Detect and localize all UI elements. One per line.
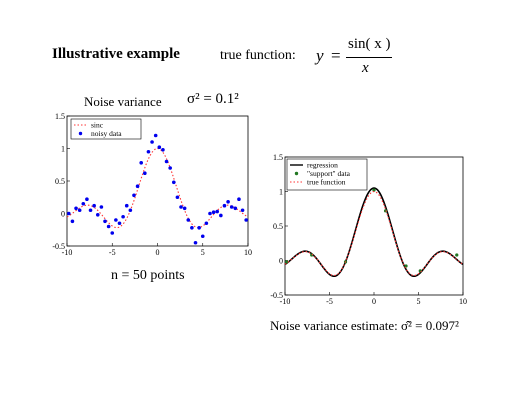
y-tick-label: 1 xyxy=(279,188,283,197)
noisy-data-point xyxy=(153,133,158,138)
noisy-data-point xyxy=(197,226,201,230)
noisy-data-point xyxy=(67,211,71,216)
y-tick-label: 1 xyxy=(61,145,65,154)
noise-variance-label: Noise variance xyxy=(84,94,162,109)
noisy-data-point xyxy=(237,197,241,201)
legend-box xyxy=(70,118,142,140)
noisy-data-point xyxy=(186,218,191,222)
legend-box xyxy=(286,158,368,191)
noisy-data-point xyxy=(146,149,151,154)
formula-denominator: x xyxy=(362,60,369,76)
noisy-data-point xyxy=(222,203,227,208)
legend-true-function-label: true function xyxy=(307,178,346,187)
formula-lhs: y xyxy=(316,46,324,65)
noisy-data-point xyxy=(77,208,82,213)
noisy-data-point xyxy=(204,221,209,226)
x-tick-label: -10 xyxy=(280,297,291,306)
legend-support-data-label: "support" data xyxy=(307,169,351,178)
true-function-formula: y = sin( x ) x xyxy=(316,36,400,80)
noisy-data-point xyxy=(215,209,220,214)
noisy-data-point xyxy=(81,201,86,206)
noisy-data-point xyxy=(92,203,96,208)
noisy-data-point xyxy=(99,205,104,209)
support-data-point xyxy=(285,260,289,264)
formula-equals: = xyxy=(331,46,341,65)
noisy-data-point xyxy=(121,214,125,219)
true-function-line xyxy=(284,190,464,277)
support-data-point xyxy=(455,253,459,257)
noisy-data-point xyxy=(229,205,234,209)
legend-noisy-data-label: noisy data xyxy=(91,129,122,138)
x-tick-label: -5 xyxy=(326,297,333,306)
noisy-data-point xyxy=(179,205,183,209)
noisy-data-point xyxy=(240,208,245,213)
noisy-data-point xyxy=(128,208,133,213)
noisy-data-point xyxy=(161,148,165,152)
noisy-data-point xyxy=(135,184,140,188)
y-tick-label: 0 xyxy=(61,210,65,219)
noisy-data-point xyxy=(164,159,169,164)
x-tick-label: -5 xyxy=(109,248,116,257)
noisy-data-point xyxy=(168,166,172,170)
x-tick-label: 0 xyxy=(372,297,376,306)
noisy-data-point xyxy=(132,193,136,198)
noisy-data-point xyxy=(200,234,205,239)
legend-sinc-label: sinc xyxy=(91,121,104,130)
noisy-data-point xyxy=(114,218,118,222)
noisy-data-point xyxy=(208,211,212,216)
noisy-data-point xyxy=(110,231,115,235)
noisy-data-point xyxy=(171,180,176,185)
noisy-data-point xyxy=(157,145,162,149)
formula-numerator: sin( x ) xyxy=(348,36,391,52)
noisy-data-point xyxy=(193,240,198,245)
noisy-data-point xyxy=(143,171,147,175)
legend-support-data-swatch xyxy=(294,171,299,176)
noisy-data-point xyxy=(226,200,230,204)
noisy-data-point xyxy=(74,206,78,211)
x-tick-label: 5 xyxy=(201,248,205,257)
legend-regression-label: regression xyxy=(307,161,338,170)
y-tick-label: 0.5 xyxy=(55,177,65,186)
noisy-data-point xyxy=(219,213,223,218)
noisy-data-point xyxy=(244,218,248,222)
noisy-data-point xyxy=(190,226,194,230)
y-tick-label: 1.5 xyxy=(55,112,65,121)
noisy-data-point xyxy=(95,213,100,217)
legend-noisy-data-swatch xyxy=(78,131,83,136)
noisy-data-point xyxy=(85,197,89,201)
noisy-data-point xyxy=(139,161,144,165)
noisy-data-point xyxy=(175,195,180,200)
noisy-data-point xyxy=(103,219,107,224)
noise-estimate-label: Noise variance estimate: σ̂² = 0.097² xyxy=(270,318,459,333)
x-tick-label: 10 xyxy=(459,297,467,306)
noisy-data-point xyxy=(233,206,238,211)
x-tick-label: 10 xyxy=(244,248,252,257)
true-function-label: true function: xyxy=(220,48,296,63)
page-title: Illustrative example xyxy=(52,46,180,62)
noisy-data-point xyxy=(150,140,154,144)
noisy-data-point xyxy=(117,221,122,226)
y-tick-label: 1.5 xyxy=(273,153,283,162)
y-tick-label: 0 xyxy=(279,257,283,266)
noisy-data-point xyxy=(124,203,129,208)
x-tick-label: 0 xyxy=(156,248,160,257)
x-tick-label: -10 xyxy=(62,248,73,257)
support-data-point xyxy=(372,188,376,192)
points-count-label: n = 50 points xyxy=(111,268,185,283)
noisy-data-point xyxy=(182,206,187,211)
noisy-data-point xyxy=(88,208,93,213)
y-tick-label: -0.5 xyxy=(270,291,283,300)
y-tick-label: -0.5 xyxy=(52,242,65,251)
noisy-data-point xyxy=(211,210,216,214)
noisy-data-point xyxy=(70,219,75,224)
x-tick-label: 5 xyxy=(417,297,421,306)
regression-line xyxy=(284,187,464,278)
formula-fraction-bar xyxy=(346,57,392,58)
noise-variance-formula: σ² = 0.1² xyxy=(187,91,239,107)
noisy-data-point xyxy=(106,224,111,229)
y-tick-label: 0.5 xyxy=(273,222,283,231)
